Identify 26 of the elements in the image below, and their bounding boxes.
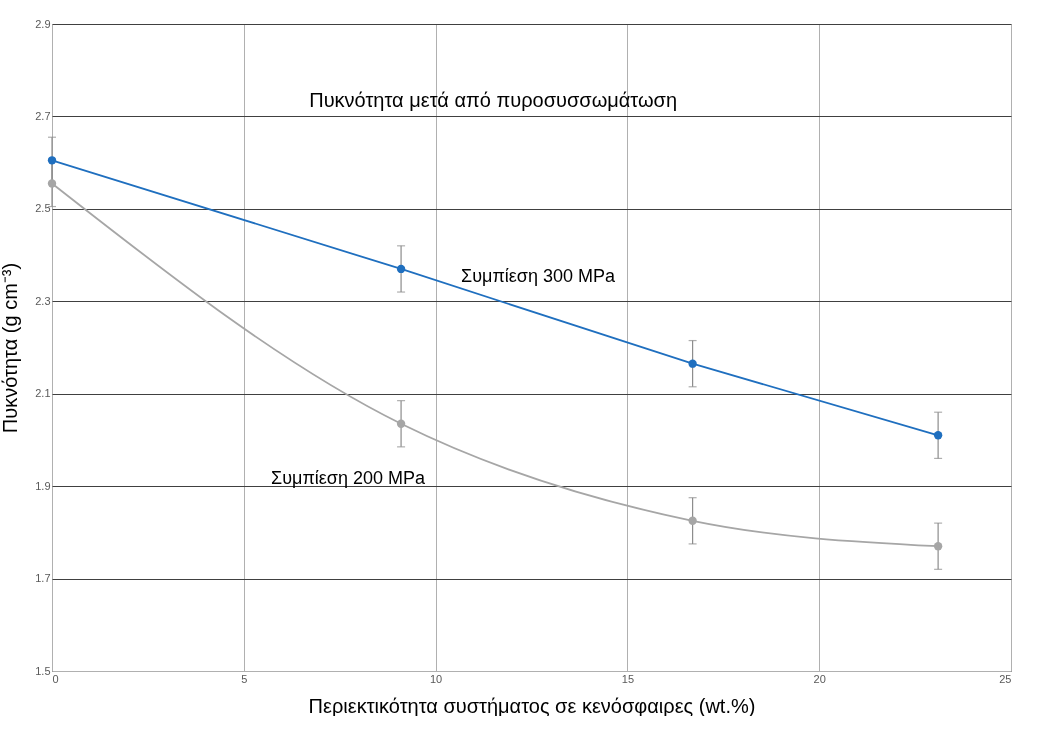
y-tick-label: 2.3 — [35, 294, 51, 307]
text: Πυκνότητα μετά από πυροσυσσωμάτωση — [309, 89, 678, 111]
x-tick-label: 10 — [429, 672, 443, 685]
x-tick-label: 25 — [999, 672, 1012, 685]
point — [933, 542, 943, 551]
y-tick-label: 2.1 — [35, 387, 51, 400]
point — [933, 431, 943, 440]
point — [688, 516, 697, 525]
point — [47, 156, 57, 165]
series-label: Συμπίεση 300 MPa — [461, 265, 617, 286]
y-tick-label: 1.7 — [35, 572, 51, 585]
x-tick-label: 5 — [241, 672, 248, 685]
y-tick-label: 1.5 — [35, 664, 51, 677]
y-tick-label: 2.5 — [35, 202, 51, 215]
y-tick-label: 1.9 — [35, 479, 51, 492]
x-tick-label: 0 — [52, 672, 59, 685]
point — [396, 419, 406, 428]
point — [396, 264, 406, 274]
x-axis-title: Περιεκτικότητα συστήματος σε κενόσφαιρες (wt.%) — [308, 694, 756, 717]
y-tick-label: 2.7 — [35, 109, 51, 122]
y-axis-title: Πυκνότητα (g cm⁻³) — [0, 262, 22, 434]
series-label: Συμπίεση 200 MPa — [271, 467, 427, 488]
point — [688, 359, 697, 368]
x-tick-label: 15 — [621, 672, 635, 685]
y-tick-label: 2.9 — [35, 17, 51, 30]
x-tick-label: 20 — [813, 672, 826, 685]
